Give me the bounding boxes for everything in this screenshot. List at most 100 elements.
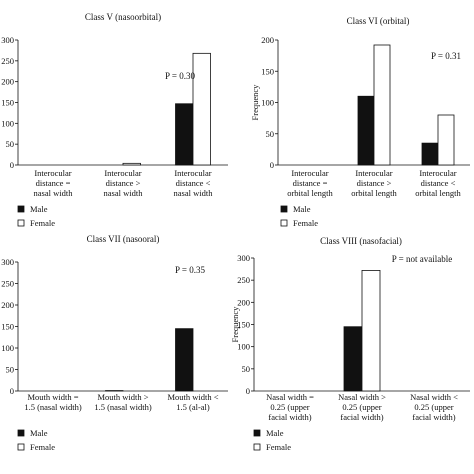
category-label: orbital length [351, 188, 397, 198]
y-tick-label: 50 [266, 129, 275, 139]
category-label: facial width) [340, 412, 383, 422]
legend-label-male: Male [293, 204, 311, 214]
chart-title: Class V (nasoorbital) [85, 12, 161, 22]
legend-swatch-male [280, 205, 288, 213]
chart-title: Class VIII (nasofacial) [320, 236, 402, 246]
chart-panel-4: Class VIII (nasofacial) 0 50 100 150 200 250 30… [230, 236, 470, 452]
bar-female-2 [361, 270, 381, 392]
chart-panel-3: Class VII (nasooral) 0 50 100 150 200 250 300 Mo… [1, 234, 228, 452]
category-label: Mouth width = [27, 392, 78, 402]
category-label: orbital length [287, 188, 333, 198]
y-tick-label: 50 [242, 364, 251, 374]
legend-swatch-male [17, 205, 25, 213]
y-tick-label: 300 [1, 257, 14, 267]
category-label: 1.5 (al-al) [176, 402, 210, 412]
category-label: 1.5 (nasal width) [94, 402, 152, 412]
legend-swatch-female [17, 443, 25, 451]
legend-swatch-female [280, 219, 288, 227]
p-value-annotation: P = 0.35 [175, 265, 205, 275]
legend-label-male: Male [30, 428, 48, 438]
y-tick-label: 200 [1, 77, 14, 87]
category-label: distance < [176, 178, 211, 188]
legend-swatch-female [253, 443, 261, 451]
chart-panel-2: Class VI (orbital) 0 50 100 150 200 Frequency I… [250, 16, 470, 228]
chart-title: Class VI (orbital) [347, 16, 410, 26]
category-label: Interocular [174, 168, 211, 178]
category-label: distance = [293, 178, 328, 188]
category-label: distance > [106, 178, 141, 188]
y-tick-label: 100 [237, 342, 250, 352]
category-label: 0.25 (upper [342, 402, 381, 412]
category-label: distance < [421, 178, 456, 188]
p-value-annotation: P = 0.31 [431, 51, 461, 61]
category-label: distance = [36, 178, 71, 188]
y-tick-label: 150 [261, 66, 274, 76]
category-label: 1.5 (nasal width) [24, 402, 82, 412]
bar-male-3 [175, 328, 194, 392]
chart-title: Class VII (nasooral) [87, 234, 160, 244]
legend-swatch-female [17, 219, 25, 227]
category-label: facial width) [268, 412, 311, 422]
y-tick-label: 200 [1, 300, 14, 310]
y-tick-label: 200 [237, 297, 250, 307]
bar-female-2 [373, 44, 391, 166]
bar-male-2 [357, 95, 375, 166]
category-label: Nasal width < [410, 392, 458, 402]
y-tick-label: 250 [1, 279, 14, 289]
p-value-annotation: P = 0.30 [165, 71, 195, 81]
legend-label-male: Male [30, 204, 48, 214]
y-tick-label: 250 [237, 275, 250, 285]
category-label: Interocular [291, 168, 328, 178]
y-axis-label: Frequency [230, 306, 240, 343]
category-label: Interocular [34, 168, 71, 178]
y-tick-label: 0 [10, 386, 14, 396]
bar-male-3 [175, 103, 194, 166]
category-label: 0.25 (upper [270, 402, 309, 412]
legend-label-female: Female [30, 218, 55, 228]
legend-label-male: Male [266, 428, 284, 438]
y-axis-label: Frequency [250, 84, 260, 121]
chart-panel-1: Class V (nasoorbital) 0 50 100 150 200 250 300 I… [1, 12, 228, 228]
bar-female-2 [122, 162, 141, 166]
y-tick-label: 50 [6, 365, 15, 375]
category-label: distance > [357, 178, 392, 188]
bar-male-3 [421, 142, 439, 166]
y-tick-label: 300 [1, 35, 14, 45]
category-label: Mouth width > [97, 392, 148, 402]
y-tick-label: 0 [270, 160, 274, 170]
y-tick-label: 0 [246, 386, 250, 396]
category-label: Nasal width = [266, 392, 314, 402]
legend-label-female: Female [266, 442, 291, 452]
bar-female-3 [437, 114, 455, 166]
bar-male-2 [343, 326, 363, 392]
legend-label-female: Female [293, 218, 318, 228]
category-label: Nasal width > [338, 392, 386, 402]
y-tick-label: 200 [261, 35, 274, 45]
y-tick-label: 100 [261, 98, 274, 108]
category-label: nasal width [104, 188, 144, 198]
category-label: Interocular [104, 168, 141, 178]
y-tick-label: 0 [10, 160, 14, 170]
legend-swatch-male [253, 429, 261, 437]
bar-female-3 [192, 52, 211, 166]
y-tick-label: 150 [237, 320, 250, 330]
y-tick-label: 150 [1, 98, 14, 108]
legend-label-female: Female [30, 442, 55, 452]
category-label: orbital length [415, 188, 461, 198]
y-tick-label: 150 [1, 322, 14, 332]
category-label: nasal width [34, 188, 74, 198]
p-value-annotation: P = not available [392, 254, 452, 264]
category-label: nasal width [174, 188, 214, 198]
category-label: facial width) [412, 412, 455, 422]
y-tick-label: 250 [1, 56, 14, 66]
y-tick-label: 100 [1, 343, 14, 353]
y-tick-label: 300 [237, 253, 250, 263]
category-label: Interocular [355, 168, 392, 178]
category-label: Interocular [419, 168, 456, 178]
y-tick-label: 50 [6, 139, 15, 149]
y-tick-label: 100 [1, 118, 14, 128]
legend-swatch-male [17, 429, 25, 437]
category-label: 0.25 (upper [414, 402, 453, 412]
category-label: Mouth width < [167, 392, 218, 402]
